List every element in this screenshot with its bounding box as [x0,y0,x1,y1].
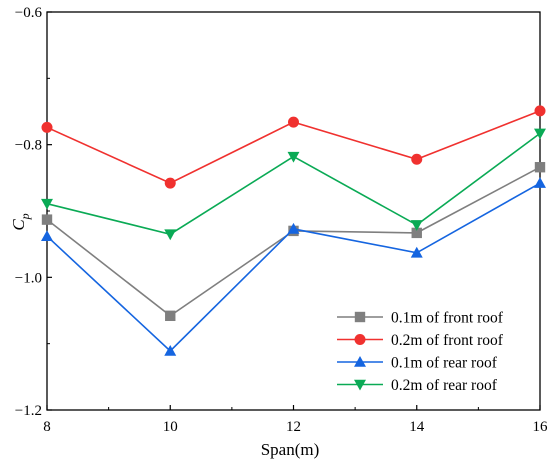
data-point [164,177,176,189]
x-tick-label: 10 [163,419,178,435]
y-axis-title-main: C [9,219,28,231]
legend-label: 0.2m of front roof [391,332,504,349]
legend-label: 0.1m of rear roof [391,355,498,372]
data-point [534,162,546,173]
x-tick-label: 8 [43,419,51,435]
x-tick-label: 16 [533,419,549,435]
legend-marker [354,356,366,367]
series-3 [41,177,546,356]
data-point [288,116,299,128]
y-axis-title-subscript: p [18,213,32,220]
y-tick-label: −0.8 [15,138,42,154]
legend-marker [354,334,366,345]
data-point [287,222,300,234]
data-point [165,310,176,322]
series-line [46,166,541,317]
data-point [287,151,300,163]
legend-entry: 0.2m of front roof [337,332,504,349]
data-point [411,227,422,239]
series-2 [41,105,546,189]
plot-border [46,11,541,411]
legend-entry: 0.2m of rear roof [337,377,498,394]
plot-area: 8 10 12 14 16 −1.2 −1.0 −0.8 −0.6 [15,5,548,435]
legend-entry: 0.1m of front roof [337,310,504,327]
data-point [41,230,53,241]
data-point [41,121,53,133]
series-4 [41,128,546,241]
data-point [410,220,423,231]
data-point [164,344,177,356]
data-point [410,246,423,258]
data-point [41,198,53,210]
data-point [164,229,177,241]
data-point [534,128,546,140]
legend: 0.1m of front roof 0.2m of front roof 0.1m… [337,310,504,394]
data-point [534,177,546,188]
x-tick-label: 12 [286,419,301,435]
legend-entry: 0.1m of rear roof [337,355,498,372]
x-tick-label: 14 [409,419,425,435]
legend-marker [354,379,366,391]
y-tick-label: −1.0 [15,270,42,286]
data-point [411,153,423,165]
legend-label: 0.2m of rear roof [391,377,498,394]
series-line [46,132,541,236]
data-point [534,105,546,117]
y-tick-label: −1.2 [15,403,42,419]
y-axis-title: Cp [9,213,32,230]
legend-label: 0.1m of front roof [391,310,504,327]
data-point [41,214,53,225]
y-tick-label: −0.6 [15,5,43,21]
series-layer [41,105,546,356]
legend-marker [354,311,366,323]
x-axis-title: Span(m) [261,440,320,459]
